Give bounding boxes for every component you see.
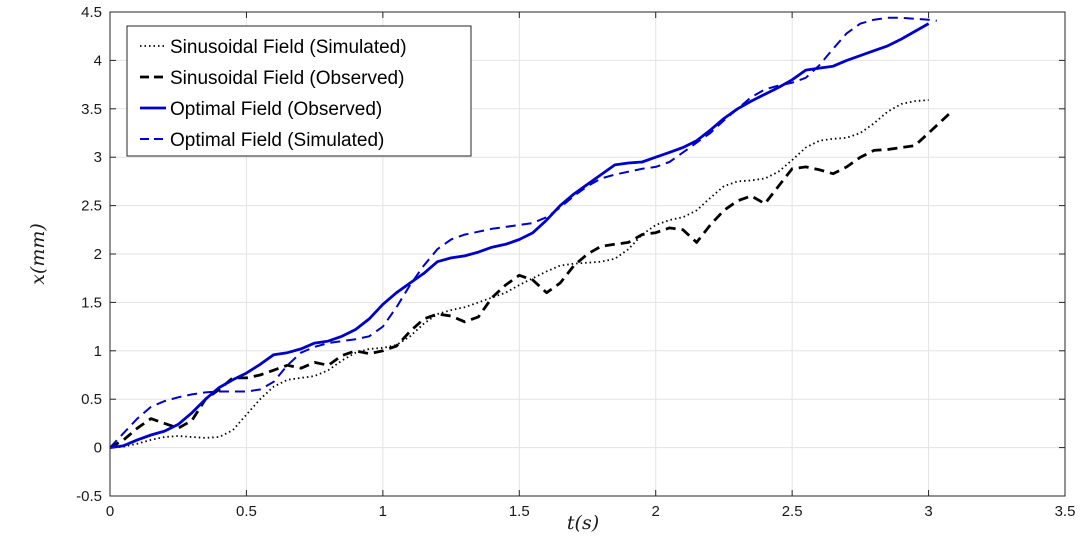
y-tick-label: 3.5 <box>81 101 102 118</box>
legend-label-2: Sinusoidal Field (Observed) <box>170 68 404 89</box>
legend: Sinusoidal Field (Simulated) Sinusoidal F… <box>126 25 472 157</box>
y-tick-label: 3 <box>94 149 102 166</box>
x-tick-label: 2 <box>652 503 660 520</box>
legend-label-4: Optimal Field (Simulated) <box>170 130 384 151</box>
x-axis-label: t(s) <box>567 512 599 534</box>
axis-ticks: 0 0.5 1 1.5 2 2.5 3 3.5-0.500.511.522.533.544.5 <box>76 4 1075 520</box>
legend-box <box>126 25 472 157</box>
x-tick-label: 1 <box>379 503 387 520</box>
y-tick-label: 1 <box>94 343 102 360</box>
x-tick-label: 0 <box>106 503 114 520</box>
y-tick-label: 2 <box>94 246 102 263</box>
x-tick-label: 2.5 <box>782 503 803 520</box>
grid <box>110 12 1065 496</box>
y-tick-label: 1.5 <box>81 294 102 311</box>
series-line-2 <box>109 111 952 449</box>
legend-label-1: Sinusoidal Field (Simulated) <box>170 37 407 58</box>
plot-area <box>109 16 952 449</box>
series-line-3 <box>109 22 930 449</box>
x-tick-label: 1.5 <box>509 503 530 520</box>
x-tick-label: 3.5 <box>1055 503 1076 520</box>
x-tick-label: 3 <box>924 503 932 520</box>
legend-label-3: Optimal Field (Observed) <box>170 99 382 120</box>
series-line-4 <box>109 16 937 449</box>
y-tick-label: 0 <box>94 440 102 457</box>
y-tick-label: 0.5 <box>81 391 102 408</box>
y-tick-label: -0.5 <box>76 488 102 505</box>
y-tick-label: 4 <box>94 52 102 69</box>
y-tick-label: 4.5 <box>81 4 102 21</box>
y-axis-label: x(mm) <box>27 223 49 285</box>
x-tick-label: 0.5 <box>236 503 257 520</box>
y-tick-label: 2.5 <box>81 198 102 215</box>
series-line-1 <box>109 99 929 449</box>
